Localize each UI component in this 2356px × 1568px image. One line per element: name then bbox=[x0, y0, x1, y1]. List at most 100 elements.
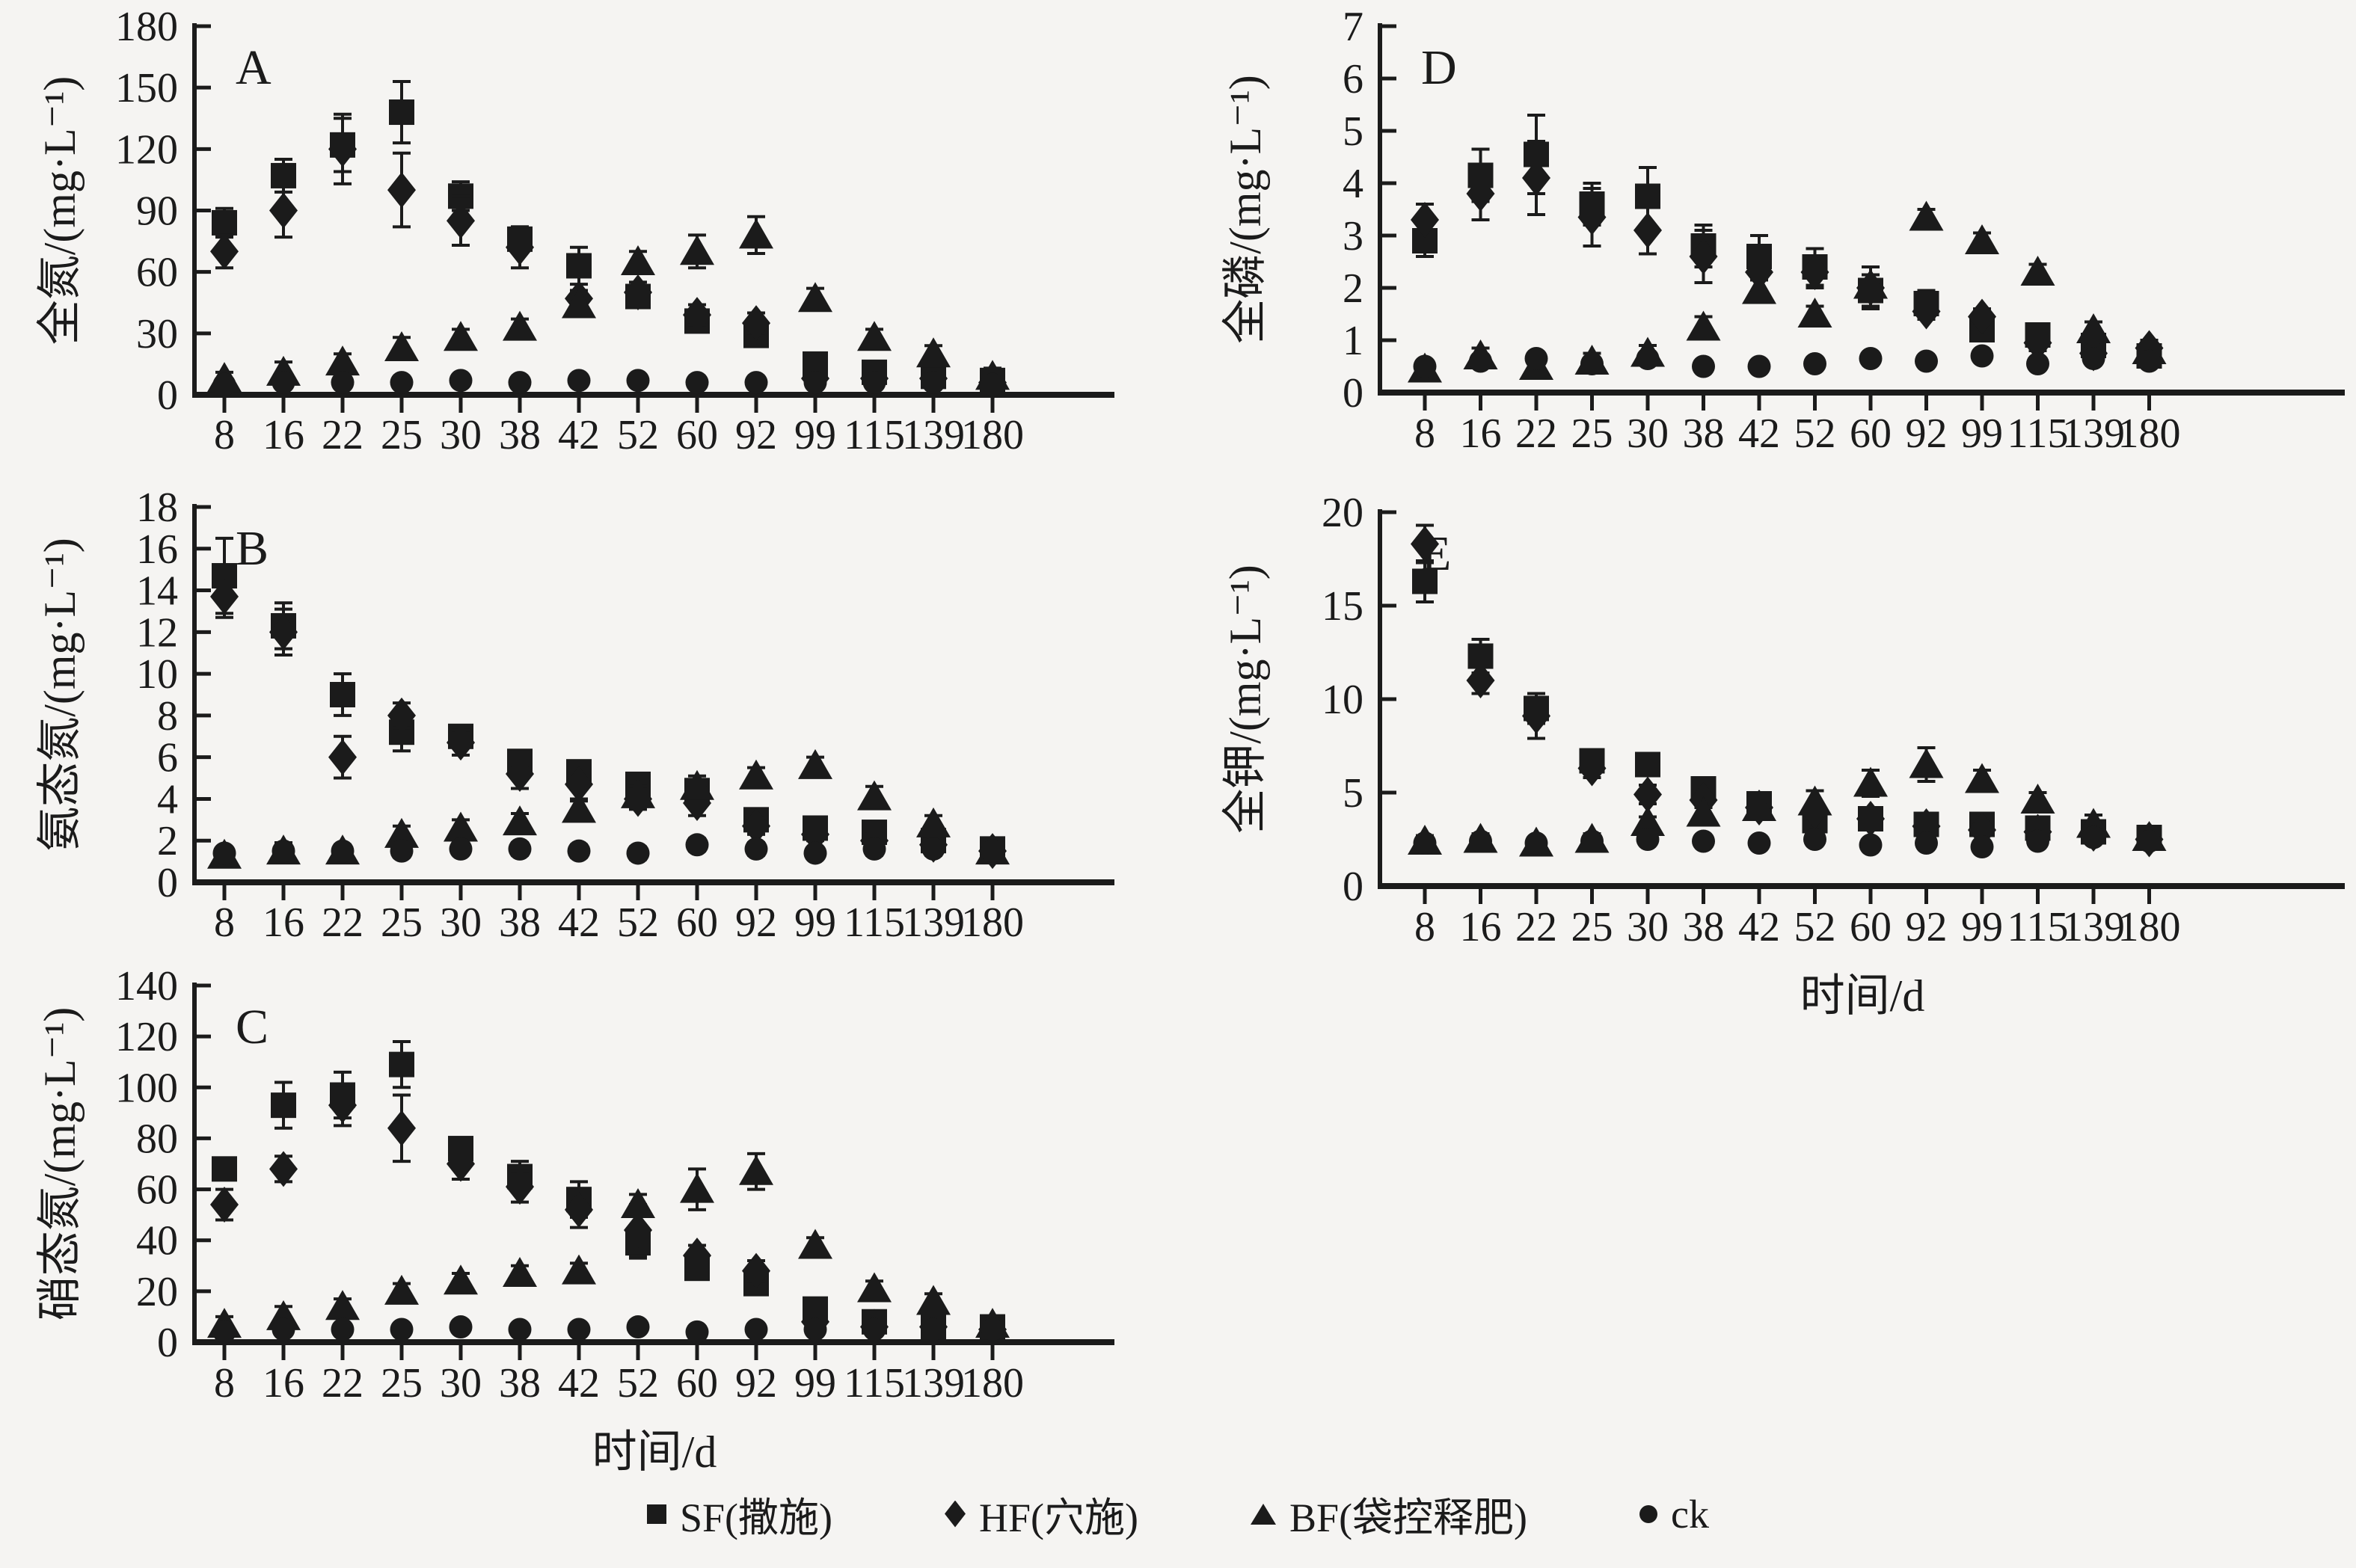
x-tick-label: 92 bbox=[735, 1360, 777, 1406]
diamond-marker-icon bbox=[269, 1151, 298, 1187]
circle-marker-icon bbox=[1803, 828, 1826, 851]
triangle-marker-icon bbox=[621, 245, 655, 275]
y-tick-label: 6 bbox=[1343, 56, 1363, 102]
triangle-marker-icon bbox=[1965, 224, 1999, 254]
square-marker-icon bbox=[330, 682, 355, 707]
x-tick-label: 16 bbox=[263, 412, 304, 458]
y-axis-title: 全磷/(mg·L⁻¹) bbox=[1221, 75, 1270, 344]
triangle-marker-icon bbox=[1853, 268, 1888, 299]
diamond-marker-icon bbox=[742, 1252, 770, 1289]
x-tick-label: 42 bbox=[1738, 904, 1780, 950]
circle-marker-icon bbox=[449, 837, 473, 861]
x-tick-label: 139 bbox=[902, 900, 965, 946]
circle-marker-icon bbox=[2138, 829, 2161, 853]
diamond-marker-icon bbox=[1411, 202, 1439, 238]
x-tick-label: 180 bbox=[2118, 411, 2181, 457]
triangle-marker-icon bbox=[503, 310, 537, 341]
triangle-marker-icon bbox=[798, 1229, 832, 1259]
diamond-marker-icon bbox=[801, 816, 829, 852]
diamond-marker-icon bbox=[624, 1212, 652, 1249]
circle-marker-icon bbox=[1915, 831, 1938, 855]
x-tick-label: 139 bbox=[902, 1360, 965, 1406]
y-tick-label: 0 bbox=[157, 860, 178, 906]
circle-marker-icon bbox=[1524, 347, 1548, 370]
diamond-marker-icon bbox=[1856, 801, 1885, 837]
diamond-marker-icon bbox=[2023, 325, 2052, 361]
circle-marker-icon bbox=[2138, 349, 2161, 373]
y-tick-label: 16 bbox=[136, 526, 178, 573]
x-tick-label: 60 bbox=[1850, 904, 1892, 950]
diamond-marker-icon bbox=[447, 1146, 475, 1182]
square-marker-icon bbox=[212, 1156, 237, 1182]
x-tick-label: 60 bbox=[1850, 411, 1892, 457]
diamond-marker-icon bbox=[210, 578, 239, 615]
circle-marker-icon bbox=[803, 1318, 827, 1341]
x-tick-label: 38 bbox=[1683, 904, 1725, 950]
square-marker-icon bbox=[389, 1051, 414, 1077]
x-tick-label: 30 bbox=[440, 412, 482, 458]
x-tick-label: 30 bbox=[1627, 904, 1669, 950]
circle-marker-icon bbox=[685, 371, 709, 395]
x-tick-label: 92 bbox=[735, 900, 777, 946]
x-tick-label: 180 bbox=[2118, 904, 2181, 950]
circle-marker-icon bbox=[2082, 347, 2105, 370]
diamond-marker-icon bbox=[269, 614, 298, 651]
y-tick-label: 0 bbox=[157, 1320, 178, 1366]
circle-marker-icon bbox=[567, 1318, 591, 1341]
y-tick-label: 2 bbox=[157, 818, 178, 864]
square-marker-icon bbox=[212, 209, 237, 236]
circle-marker-icon bbox=[981, 372, 1004, 396]
diamond-marker-icon bbox=[945, 1500, 966, 1528]
triangle-marker-icon bbox=[503, 805, 537, 836]
circle-marker-icon bbox=[685, 1320, 709, 1344]
circle-marker-icon bbox=[1469, 349, 1492, 373]
circle-marker-icon bbox=[1524, 831, 1548, 855]
x-tick-label: 42 bbox=[558, 412, 600, 458]
x-tick-label: 25 bbox=[381, 412, 423, 458]
diamond-marker-icon bbox=[1466, 176, 1495, 212]
triangle-marker-icon bbox=[1909, 748, 1944, 778]
y-tick-label: 150 bbox=[115, 65, 178, 111]
circle-marker-icon bbox=[508, 1318, 532, 1341]
diamond-marker-icon bbox=[269, 192, 298, 229]
x-tick-label: 42 bbox=[558, 1360, 600, 1406]
x-tick-label: 8 bbox=[1414, 411, 1435, 457]
triangle-marker-icon bbox=[798, 282, 832, 313]
x-tick-label: 92 bbox=[1906, 904, 1948, 950]
diamond-marker-icon bbox=[387, 1110, 416, 1146]
x-tick-label: 22 bbox=[322, 1360, 363, 1406]
triangle-marker-icon bbox=[1797, 785, 1832, 816]
circle-marker-icon bbox=[1580, 829, 1604, 853]
y-tick-label: 14 bbox=[136, 568, 178, 615]
x-tick-label: 25 bbox=[381, 900, 423, 946]
circle-marker-icon bbox=[508, 837, 532, 861]
y-tick-label: 10 bbox=[136, 651, 178, 698]
circle-marker-icon bbox=[508, 371, 532, 395]
triangle-marker-icon bbox=[798, 748, 832, 779]
circle-marker-icon bbox=[2026, 352, 2049, 375]
x-tick-label: 16 bbox=[263, 900, 304, 946]
x-tick-label: 25 bbox=[381, 1360, 423, 1406]
x-tick-label: 180 bbox=[961, 412, 1024, 458]
circle-marker-icon bbox=[744, 837, 768, 861]
y-tick-label: 0 bbox=[157, 372, 178, 419]
triangle-marker-icon bbox=[384, 1274, 419, 1305]
y-tick-label: 12 bbox=[136, 609, 178, 656]
circle-marker-icon bbox=[1747, 354, 1771, 378]
x-tick-label: 30 bbox=[440, 1360, 482, 1406]
circle-marker-icon bbox=[981, 1318, 1004, 1341]
triangle-marker-icon bbox=[621, 778, 655, 808]
circle-marker-icon bbox=[1580, 352, 1604, 375]
circle-marker-icon bbox=[803, 371, 827, 395]
circle-marker-icon bbox=[626, 369, 650, 393]
triangle-marker-icon bbox=[325, 1290, 360, 1320]
circle-marker-icon bbox=[981, 839, 1004, 863]
y-tick-label: 18 bbox=[136, 485, 178, 531]
diamond-marker-icon bbox=[328, 1087, 357, 1124]
legend-item-hf: HF(穴施) bbox=[945, 1484, 1138, 1543]
triangle-marker-icon bbox=[2020, 256, 2055, 286]
triangle-marker-icon bbox=[325, 345, 360, 376]
diamond-marker-icon bbox=[506, 1169, 534, 1205]
